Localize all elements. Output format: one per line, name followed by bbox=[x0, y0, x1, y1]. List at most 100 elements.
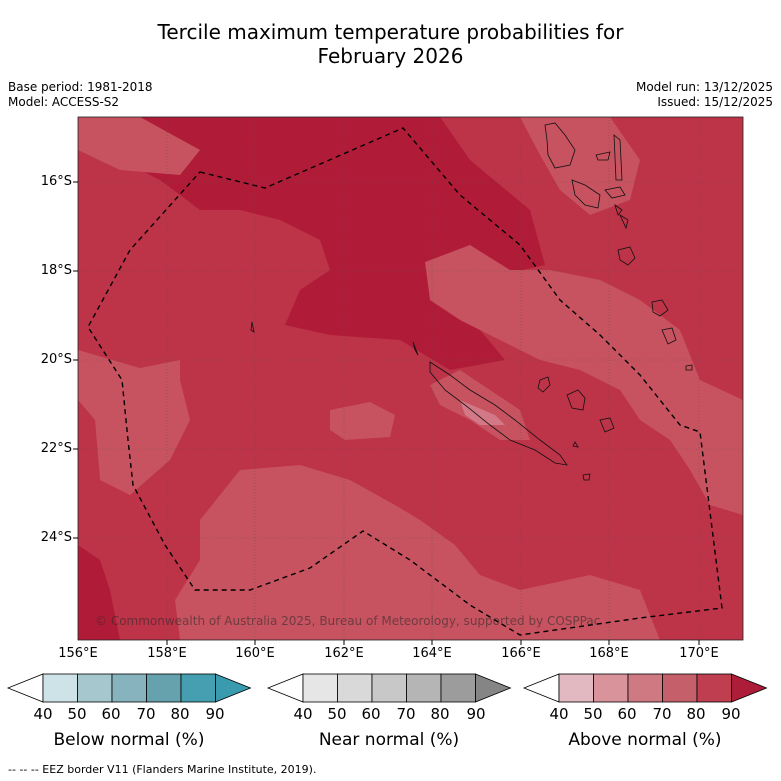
colorbar-above-low-extend bbox=[522, 673, 560, 703]
model-name: Model: ACCESS-S2 bbox=[8, 95, 120, 109]
cb-tick: 90 bbox=[466, 705, 486, 723]
colorbar-above-high-extend bbox=[731, 673, 768, 703]
lat-label-20s: 20°S bbox=[40, 352, 72, 367]
espiritu-santo-island bbox=[544, 122, 576, 169]
lon-label-164e: 164°E bbox=[412, 646, 452, 661]
issued-date: Issued: 15/12/2025 bbox=[657, 95, 773, 109]
colorbar-near-segment bbox=[302, 673, 338, 703]
high-area-southwest bbox=[78, 545, 120, 640]
lon-label-160e: 160°E bbox=[235, 646, 275, 661]
mare-island bbox=[599, 417, 615, 433]
lighter-patch bbox=[460, 400, 505, 425]
colorbar-near-low-extend bbox=[266, 673, 304, 703]
colorbar-near-segment bbox=[406, 673, 442, 703]
cb-tick: 60 bbox=[101, 705, 121, 723]
colorbar-below-low-extend bbox=[6, 673, 44, 703]
cb-tick: 40 bbox=[293, 705, 313, 723]
cb-tick: 90 bbox=[721, 705, 741, 723]
cb-tick: 50 bbox=[67, 705, 87, 723]
lat-label-22s: 22°S bbox=[40, 441, 72, 456]
title-line-1: Tercile maximum temperature probabilitie… bbox=[157, 20, 624, 44]
cb-tick: 90 bbox=[205, 705, 225, 723]
meta-left: Base period: 1981-2018 Model: ACCESS-S2 bbox=[8, 80, 153, 110]
islet-6 bbox=[619, 213, 629, 230]
title-line-2: February 2026 bbox=[317, 44, 464, 68]
cb-tick: 80 bbox=[686, 705, 706, 723]
lat-label-16s: 16°S bbox=[40, 174, 72, 189]
colorbar-above-segment bbox=[558, 673, 594, 703]
eez-border bbox=[87, 127, 723, 636]
colorbar-above-segment bbox=[696, 673, 732, 703]
lon-label-162e: 162°E bbox=[324, 646, 364, 661]
cb-tick: 60 bbox=[361, 705, 381, 723]
base-period: Base period: 1981-2018 bbox=[8, 80, 153, 94]
model-run: Model run: 13/12/2025 bbox=[635, 80, 773, 94]
colorbar-near-segment bbox=[371, 673, 407, 703]
islet-2 bbox=[537, 376, 551, 393]
colorbar-near-high-extend bbox=[475, 673, 512, 703]
maewo-island bbox=[613, 134, 623, 181]
colorbar-below-segment bbox=[111, 673, 147, 703]
lat-label-24s: 24°S bbox=[40, 530, 72, 545]
cb-tick: 80 bbox=[170, 705, 190, 723]
lon-label-170e: 170°E bbox=[679, 646, 719, 661]
erromango-island bbox=[651, 299, 669, 317]
lifou-island bbox=[566, 389, 586, 411]
colorbars bbox=[6, 673, 768, 703]
colorbar-above-segment bbox=[593, 673, 629, 703]
cb-tick: 70 bbox=[396, 705, 416, 723]
cb-tick: 40 bbox=[549, 705, 569, 723]
eez-footnote: -- -- -- EEZ border V11 (Flanders Marine… bbox=[8, 763, 317, 776]
cb-tick: 50 bbox=[583, 705, 603, 723]
moderate-area-center bbox=[330, 402, 395, 440]
cb-tick: 70 bbox=[136, 705, 156, 723]
islet-4 bbox=[595, 151, 611, 161]
probability-field bbox=[78, 117, 743, 640]
chesterfield-islet bbox=[250, 321, 255, 333]
moderate-area-south bbox=[175, 465, 660, 640]
coastlines bbox=[250, 122, 693, 481]
tanna-island bbox=[661, 327, 677, 345]
islet-3 bbox=[572, 441, 579, 448]
efate-island bbox=[617, 246, 636, 266]
aneityum-island bbox=[685, 364, 693, 371]
isle-of-pines bbox=[582, 473, 591, 481]
colorbar-below-segment bbox=[42, 673, 78, 703]
colorbar-below-title: Below normal (%) bbox=[53, 730, 205, 750]
page-title: Tercile maximum temperature probabilitie… bbox=[0, 20, 781, 68]
meta-right: Model run: 13/12/2025 Issued: 15/12/2025 bbox=[636, 80, 773, 110]
cb-tick: 70 bbox=[652, 705, 672, 723]
cb-tick: 80 bbox=[430, 705, 450, 723]
colorbar-near-title: Near normal (%) bbox=[318, 730, 460, 750]
axis-ticks bbox=[73, 181, 700, 645]
cb-tick: 50 bbox=[327, 705, 347, 723]
islet-1 bbox=[412, 341, 419, 356]
moderate-area-north-west bbox=[78, 117, 200, 175]
moderate-area-new-caledonia bbox=[430, 370, 530, 440]
lat-label-18s: 18°S bbox=[40, 263, 72, 278]
colorbar-below-segment bbox=[146, 673, 182, 703]
ambrym-island bbox=[604, 186, 626, 199]
high-probability-area bbox=[78, 117, 545, 370]
colorbar-above-segment bbox=[627, 673, 663, 703]
map-frame bbox=[77, 116, 744, 641]
colorbar-near-segment bbox=[440, 673, 476, 703]
lon-label-156e: 156°E bbox=[58, 646, 98, 661]
moderate-area-north-east bbox=[520, 117, 640, 215]
moderate-area-east bbox=[425, 245, 743, 515]
colorbar-below-segment bbox=[77, 673, 113, 703]
moderate-area-west bbox=[78, 350, 190, 495]
islet-5 bbox=[614, 203, 623, 216]
colorbar-above-segment bbox=[662, 673, 698, 703]
lon-label-158e: 158°E bbox=[147, 646, 187, 661]
cb-tick: 40 bbox=[33, 705, 53, 723]
lon-label-166e: 166°E bbox=[501, 646, 541, 661]
cb-tick: 60 bbox=[617, 705, 637, 723]
colorbar-above-title: Above normal (%) bbox=[568, 730, 722, 750]
graticule bbox=[78, 117, 743, 640]
malekula-island bbox=[571, 179, 601, 209]
new-caledonia-island bbox=[429, 361, 568, 466]
colorbar-below-segment bbox=[180, 673, 216, 703]
colorbar-near-segment bbox=[337, 673, 373, 703]
